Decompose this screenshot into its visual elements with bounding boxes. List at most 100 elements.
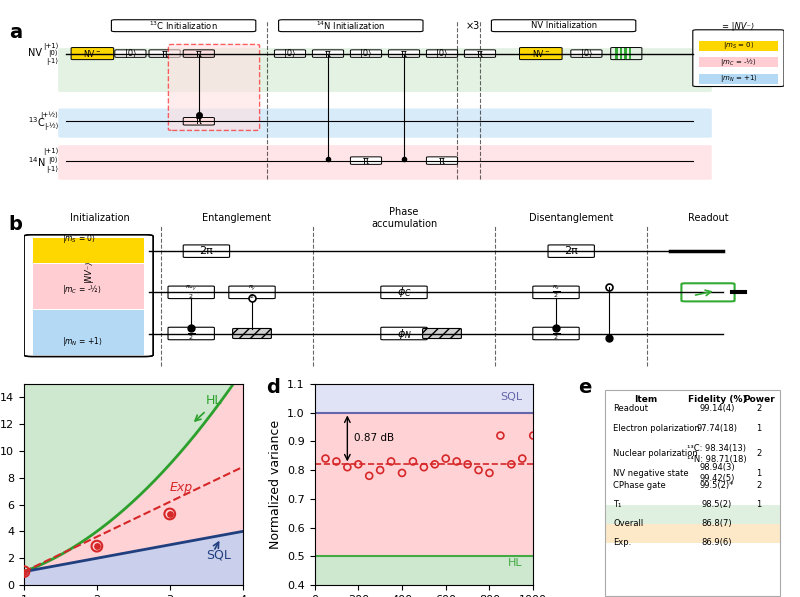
Point [429, 460, 442, 469]
Text: |0⟩: |0⟩ [125, 49, 136, 58]
Text: NV$^-$: NV$^-$ [532, 48, 550, 59]
Text: |$m_C$ = -½⟩: |$m_C$ = -½⟩ [720, 56, 757, 68]
Text: a: a [9, 23, 22, 42]
Text: CPhase gate: CPhase gate [613, 481, 666, 490]
Text: b: b [9, 215, 22, 234]
Text: SQL: SQL [206, 548, 231, 561]
HL [28, 565, 38, 572]
Text: $\frac{\pi_y}{2}$: $\frac{\pi_y}{2}$ [552, 325, 560, 342]
Text: 86.8(7): 86.8(7) [702, 519, 732, 528]
Bar [605, 504, 781, 524]
Text: Fidelity (%): Fidelity (%) [687, 395, 746, 404]
Exp. [219, 472, 229, 479]
Exp. [28, 564, 38, 571]
Point [418, 463, 430, 472]
Bar [629, 48, 631, 59]
Point [90, 541, 103, 551]
Text: Electron polarization: Electron polarization [613, 424, 700, 433]
Point [406, 457, 419, 466]
Bar [605, 524, 781, 543]
Point [163, 509, 176, 519]
Line: SQL: SQL [24, 531, 242, 572]
Text: NV: NV [28, 48, 42, 58]
Bar [33, 264, 144, 309]
Text: |-½⟩: |-½⟩ [44, 122, 58, 130]
FancyBboxPatch shape [313, 50, 343, 57]
FancyBboxPatch shape [58, 109, 712, 138]
Text: $\frac{\pi_y}{2}$: $\frac{\pi_y}{2}$ [187, 325, 195, 342]
Exp. [19, 568, 29, 576]
Text: 97.74(18): 97.74(18) [697, 424, 738, 433]
Y-axis label: Normalized variance: Normalized variance [269, 420, 282, 549]
Bar [605, 485, 781, 504]
SQL [238, 528, 247, 535]
FancyBboxPatch shape [533, 286, 579, 298]
Text: e: e [578, 378, 592, 397]
Text: Phase
accumulation: Phase accumulation [371, 207, 437, 229]
Point [527, 431, 540, 441]
FancyBboxPatch shape [168, 286, 214, 298]
Bar [699, 41, 778, 51]
Text: 2π: 2π [199, 246, 214, 256]
Text: π: π [401, 48, 407, 59]
FancyBboxPatch shape [426, 157, 458, 164]
Point [385, 457, 398, 466]
FancyBboxPatch shape [350, 50, 382, 57]
Text: Readout: Readout [613, 405, 648, 414]
Text: π: π [477, 48, 483, 59]
HL [78, 538, 87, 545]
Text: |$m_N$ = +1⟩: |$m_N$ = +1⟩ [62, 336, 103, 348]
Bar [33, 310, 144, 355]
Text: π: π [196, 116, 202, 127]
FancyBboxPatch shape [465, 50, 495, 57]
Point [483, 468, 496, 478]
Text: |$m_C$ = -½⟩: |$m_C$ = -½⟩ [62, 282, 102, 296]
Point [450, 457, 463, 466]
Exp. [32, 562, 42, 569]
FancyBboxPatch shape [58, 48, 712, 92]
Point [396, 468, 409, 478]
Text: $\phi_C$: $\phi_C$ [397, 285, 411, 299]
FancyBboxPatch shape [183, 50, 214, 57]
HL [32, 563, 42, 570]
Text: |$m_S$ = 0⟩: |$m_S$ = 0⟩ [62, 232, 96, 245]
HL [19, 568, 29, 576]
FancyBboxPatch shape [71, 48, 114, 60]
Bar [620, 48, 622, 59]
FancyBboxPatch shape [350, 157, 382, 164]
Text: |+1⟩: |+1⟩ [42, 148, 58, 155]
Text: |+1⟩: |+1⟩ [42, 42, 58, 50]
Bar [699, 57, 778, 67]
Text: |0⟩: |0⟩ [581, 49, 592, 58]
Text: |0⟩: |0⟩ [436, 49, 448, 58]
Bar [605, 447, 781, 480]
Text: π: π [325, 48, 331, 59]
Bar [605, 390, 781, 409]
Text: Initialization: Initialization [70, 213, 130, 223]
FancyBboxPatch shape [149, 50, 180, 57]
Text: 99.14(4): 99.14(4) [699, 405, 734, 414]
Text: π: π [162, 48, 167, 59]
Text: |-1⟩: |-1⟩ [46, 166, 58, 173]
Point [352, 460, 365, 469]
Text: 2: 2 [756, 405, 762, 414]
Text: |0⟩: |0⟩ [49, 50, 58, 57]
FancyBboxPatch shape [229, 286, 275, 298]
HL [227, 383, 237, 390]
Exp. [78, 540, 87, 547]
FancyBboxPatch shape [381, 327, 427, 340]
Text: d: d [266, 378, 280, 397]
Point [363, 471, 376, 481]
FancyBboxPatch shape [519, 48, 562, 60]
Point [439, 454, 452, 463]
Text: π: π [439, 156, 445, 165]
Text: |0⟩: |0⟩ [49, 157, 58, 164]
SQL [227, 530, 237, 537]
FancyBboxPatch shape [381, 286, 427, 298]
HL [219, 393, 229, 401]
Text: $\phi_N$: $\phi_N$ [397, 327, 411, 340]
Point [319, 454, 332, 463]
Bar [605, 409, 781, 428]
Text: |0⟩: |0⟩ [284, 49, 296, 58]
Text: ×3: ×3 [466, 21, 479, 31]
